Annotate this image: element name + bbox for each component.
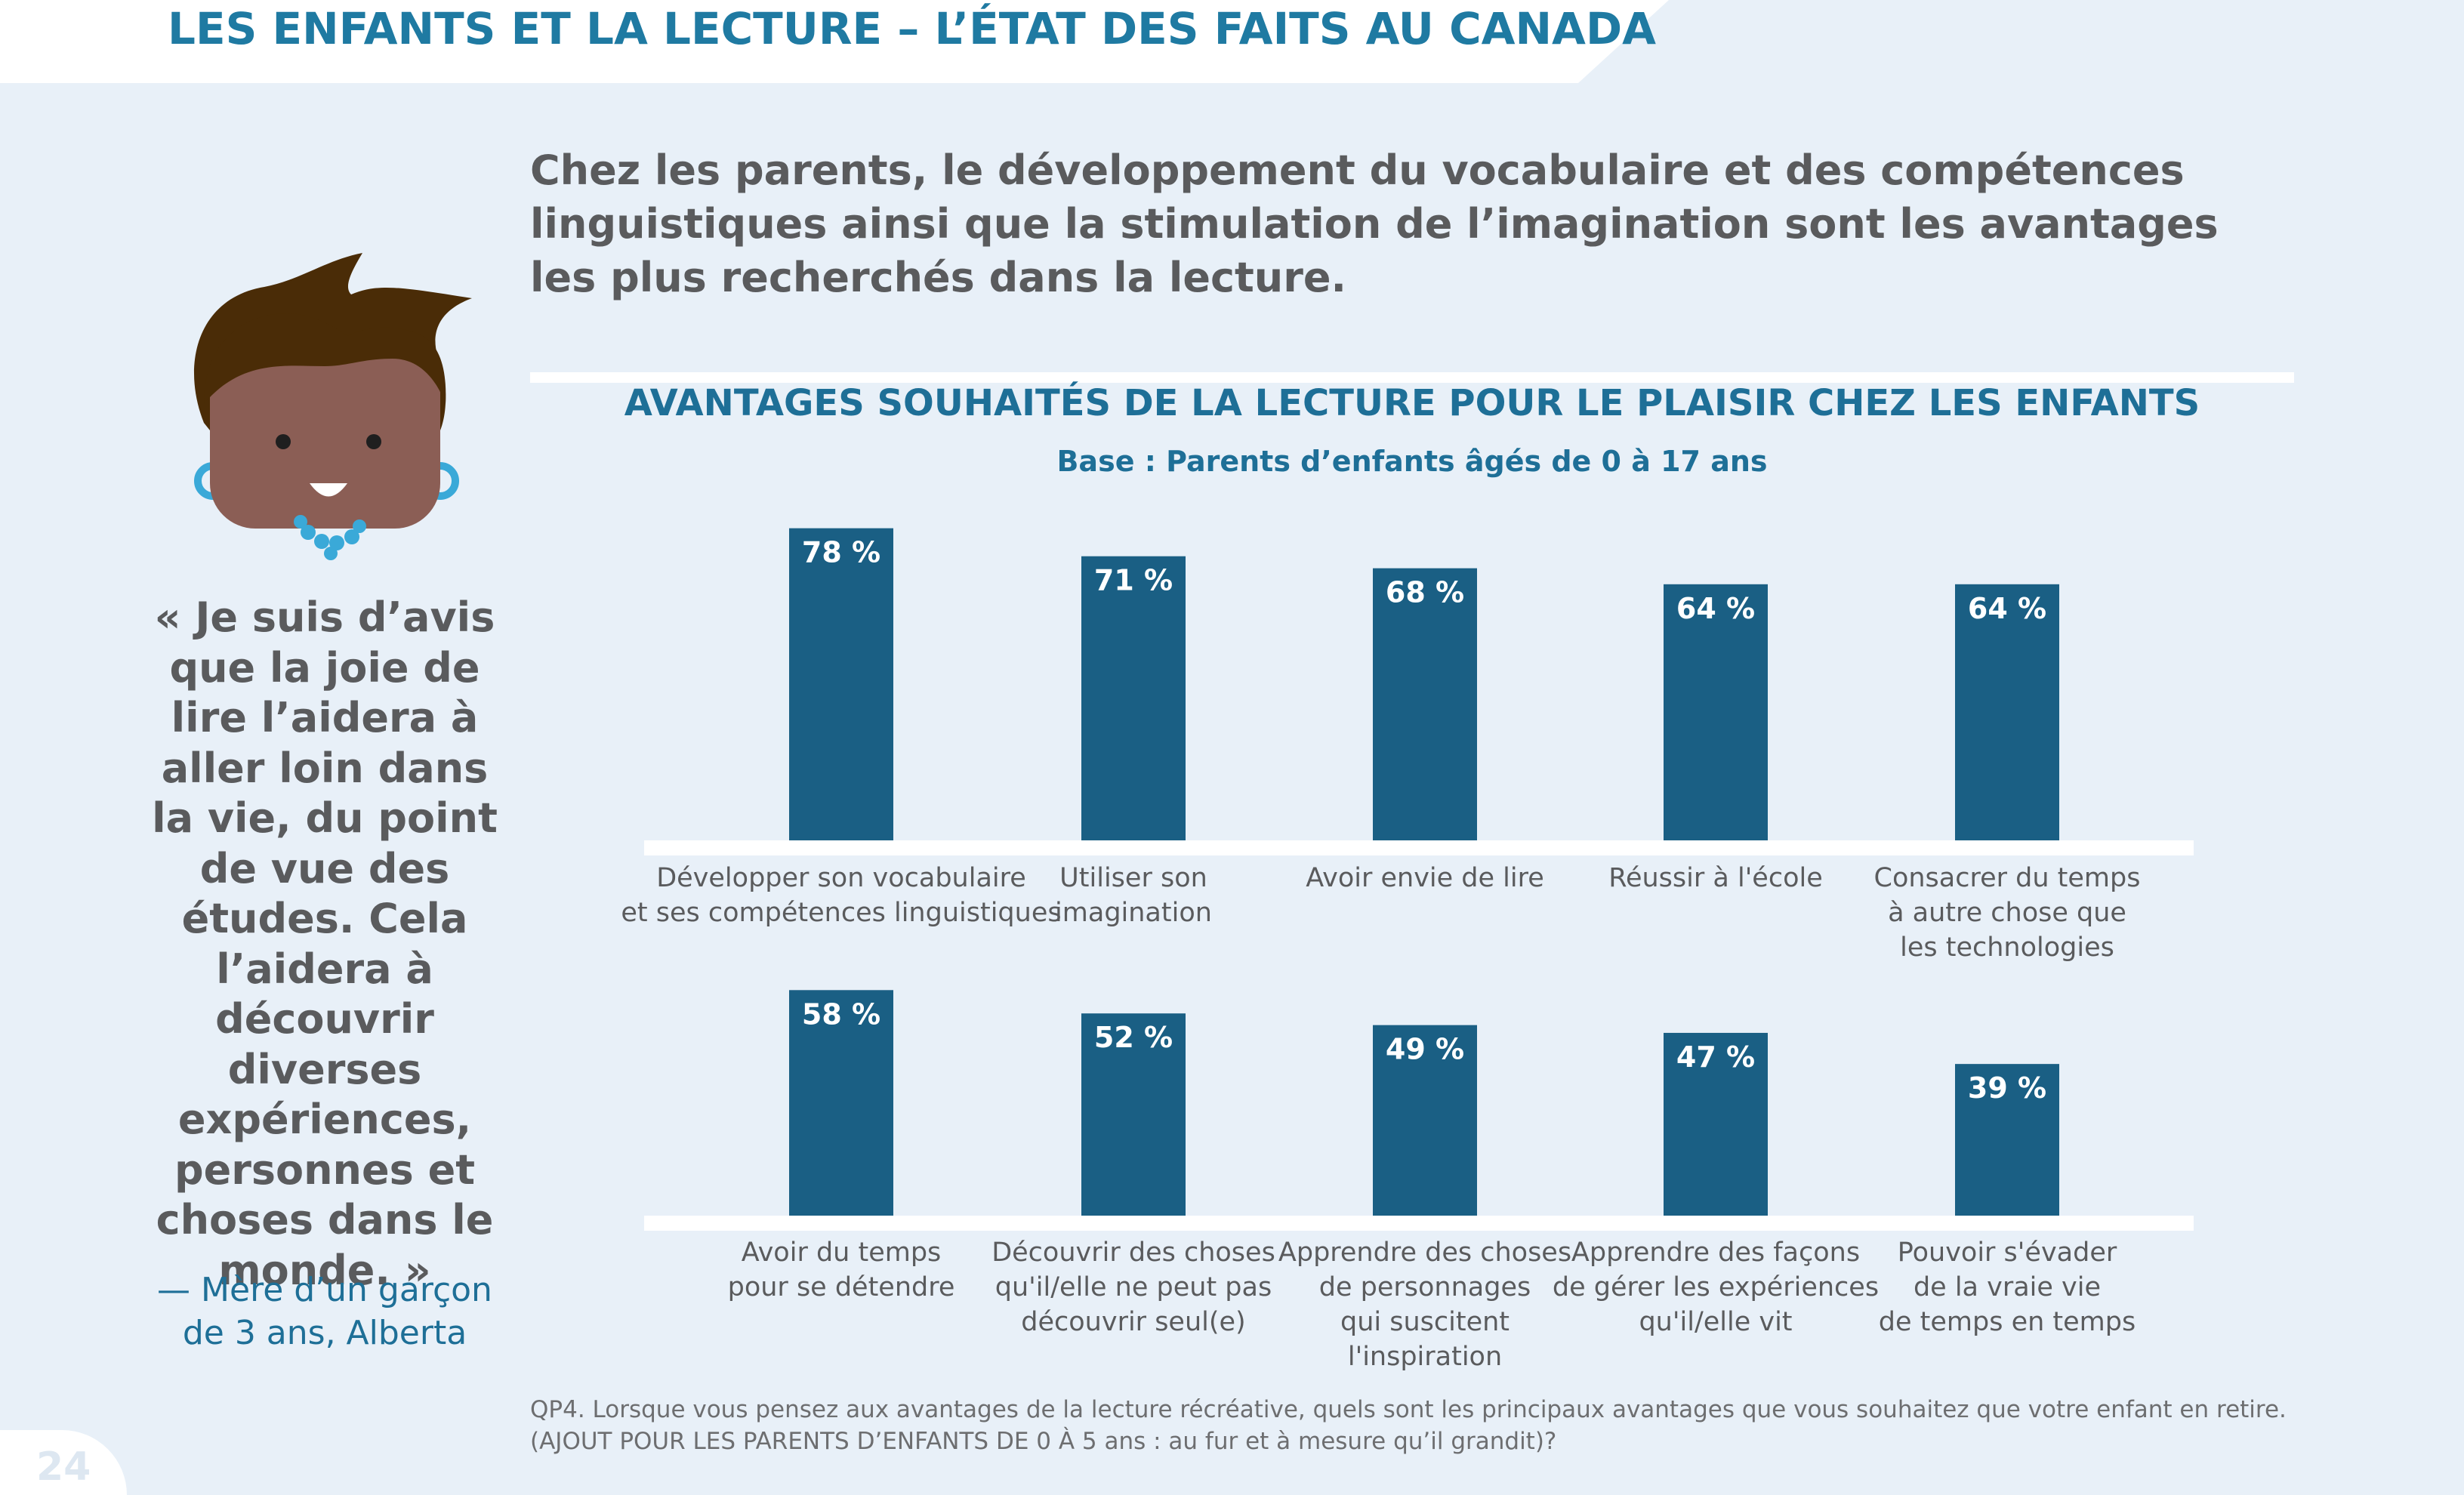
child-illustration xyxy=(193,253,472,560)
category-label-row2-3: Apprendre des choses de personnages qui su… xyxy=(1278,1238,1571,1372)
value-label-row1-2: 71 % xyxy=(1094,564,1173,597)
category-label-row2-5: Pouvoir s'évader de la vraie vie de temps … xyxy=(1879,1238,2136,1337)
quote-attribution: — Mère d’un garçon de 3 ans, Alberta xyxy=(157,1271,492,1352)
category-label-row1-5: Consacrer du temps à autre chose que les t… xyxy=(1874,863,2141,963)
bar-row2-4 xyxy=(1664,1032,1768,1216)
chart-top-rule xyxy=(530,372,2294,383)
category-label-row1-3: Avoir envie de lire xyxy=(1306,863,1544,893)
axis-line-row-1 xyxy=(644,840,2194,855)
category-label-row2-1: Avoir du temps pour se détendre xyxy=(728,1238,955,1302)
category-label-row1-4: Réussir à l'école xyxy=(1608,863,1823,893)
chart-title: AVANTAGES SOUHAITÉS DE LA LECTURE POUR L… xyxy=(624,382,2200,424)
page-number: 24 xyxy=(36,1444,91,1490)
value-label-row2-4: 47 % xyxy=(1676,1040,1755,1074)
value-label-row1-1: 78 % xyxy=(802,536,880,569)
value-label-row2-5: 39 % xyxy=(1968,1071,2046,1105)
quote-text: « Je suis d’avis que la joie de lire l’a… xyxy=(152,593,498,1294)
bar-row2-3 xyxy=(1373,1025,1477,1216)
category-label-row1-1: Développer son vocabulaire et ses compéte… xyxy=(621,863,1061,928)
category-label-row2-2: Découvrir des choses qu'il/elle ne peut p… xyxy=(991,1238,1275,1337)
value-label-row2-3: 49 % xyxy=(1386,1033,1464,1066)
bar-row2-5 xyxy=(1955,1064,2059,1216)
category-label-row1-2: Utiliser son imagination xyxy=(1055,863,1212,928)
value-label-row2-1: 58 % xyxy=(802,997,880,1031)
bar-row1-1 xyxy=(789,528,893,840)
axis-line-row-2 xyxy=(644,1216,2194,1231)
footnote: QP4. Lorsque vous pensez aux avantages d… xyxy=(530,1396,2287,1455)
category-label-row2-4: Apprendre des façons de gérer les expérie… xyxy=(1553,1238,1879,1337)
bar-row1-2 xyxy=(1081,556,1186,840)
bar-row2-1 xyxy=(789,990,893,1216)
bar-row2-2 xyxy=(1081,1013,1186,1216)
bar-row1-4 xyxy=(1664,584,1768,840)
value-label-row2-2: 52 % xyxy=(1094,1021,1173,1054)
headline: Chez les parents, le développement du vo… xyxy=(530,146,2219,301)
page-title: LES ENFANTS ET LA LECTURE – L’ÉTAT DES F… xyxy=(168,3,1656,54)
header-band xyxy=(0,0,1669,83)
bar-row1-5 xyxy=(1955,584,2059,840)
value-label-row1-3: 68 % xyxy=(1386,576,1464,609)
value-label-row1-5: 64 % xyxy=(1968,592,2046,625)
value-label-row1-4: 64 % xyxy=(1676,592,1755,625)
chart-subtitle: Base : Parents d’enfants âgés de 0 à 17 … xyxy=(1056,445,1768,478)
bar-row1-3 xyxy=(1373,568,1477,840)
